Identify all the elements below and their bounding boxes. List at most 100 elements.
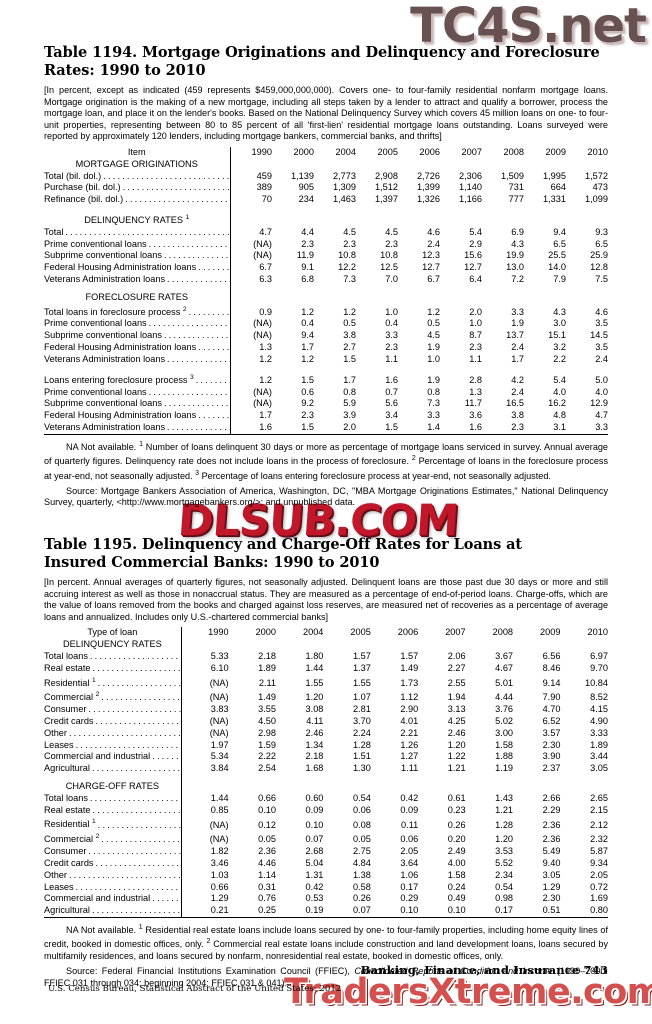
cell-2005: 1,397 xyxy=(375,194,398,205)
cell-2009: 4.70 xyxy=(542,704,561,715)
column-header-2006: 2006 xyxy=(419,146,440,157)
cell-2008: 5.02 xyxy=(495,716,514,727)
column-header-2010: 2010 xyxy=(587,627,608,638)
cell-2000: 905 xyxy=(298,182,314,193)
cell-2007: 1.1 xyxy=(469,353,482,364)
cell-2007: 1.21 xyxy=(447,763,466,774)
cell-2000: 0.10 xyxy=(258,804,277,815)
cell-2008: 0.98 xyxy=(495,893,514,904)
cell-2005: 1.1 xyxy=(385,353,398,364)
cell-2006: 12.3 xyxy=(422,250,440,261)
cell-2005: 2.81 xyxy=(352,704,371,715)
row-label: Residential 1...........................… xyxy=(44,674,182,690)
table-1195: Type of loan 1990 2000 2004 2005 2006 2007 2008… xyxy=(44,627,608,918)
cell-1990: 3.46 xyxy=(210,857,229,868)
cell-2008: 1.88 xyxy=(495,751,514,762)
table-row: Residential 1...........................… xyxy=(44,816,608,832)
cell-2004: 0.19 xyxy=(305,905,324,916)
cell-2000: 0.4 xyxy=(301,318,314,329)
table-row: Total (bil. dol.).......................… xyxy=(44,170,608,183)
row-label: Prime conventional loans................… xyxy=(44,238,231,251)
row-label: Commercial and industrial...............… xyxy=(44,751,182,764)
cell-2006: 4.5 xyxy=(427,330,440,341)
cell-2010: 4.90 xyxy=(590,716,608,727)
row-label: Credit cards............................… xyxy=(44,857,182,870)
column-header-stub: Item xyxy=(44,146,231,159)
cell-2005: 1,512 xyxy=(375,182,398,193)
row-label: Consumer................................… xyxy=(44,704,182,717)
cell-2005: 3.4 xyxy=(385,410,398,421)
cell-1990: (NA) xyxy=(209,677,229,688)
cell-2005: 1.38 xyxy=(352,869,371,880)
page-footer-source: U.S. Census Bureau, Statistical Abstract… xyxy=(48,984,342,994)
cell-2009: 0.51 xyxy=(542,905,561,916)
cell-2007: 0.61 xyxy=(447,792,466,803)
cell-2000: 1.14 xyxy=(258,869,277,880)
column-header-2009: 2009 xyxy=(540,627,561,638)
cell-2006: 0.11 xyxy=(401,819,419,830)
cell-2000: 4.50 xyxy=(258,716,277,727)
cell-1990: (NA) xyxy=(253,250,272,261)
row-label: Agricultural............................… xyxy=(44,763,182,776)
cell-2006: 1.26 xyxy=(400,739,419,750)
section-heading: MORTGAGE ORIGINATIONS xyxy=(44,158,231,171)
cell-2010: 6.5 xyxy=(595,238,608,249)
cell-1990: 70 xyxy=(261,194,272,205)
cell-2005: 0.26 xyxy=(352,893,371,904)
cell-2005: 0.4 xyxy=(385,318,398,329)
cell-2009: 16.2 xyxy=(548,398,566,409)
cell-2005: 2,908 xyxy=(375,170,398,181)
cell-2007: 2.49 xyxy=(447,846,466,857)
cell-2004: 5.9 xyxy=(343,398,356,409)
cell-2000: 9.2 xyxy=(301,398,314,409)
cell-2010: 0.80 xyxy=(590,905,608,916)
cell-2009: 3.05 xyxy=(542,869,561,880)
cell-2009: 4.3 xyxy=(553,306,566,317)
table-row: Federal Housing Administration loans....… xyxy=(44,262,608,274)
cell-2007: 0.24 xyxy=(447,881,466,892)
table-row: Total loans.............................… xyxy=(44,792,608,805)
cell-2009: 4.0 xyxy=(553,386,566,397)
cell-2004: 12.2 xyxy=(338,262,356,273)
section-spacer xyxy=(44,205,608,212)
cell-2007: 6.4 xyxy=(469,274,482,284)
cell-2010: 9.3 xyxy=(595,226,608,237)
row-label: Commercial 2............................… xyxy=(44,689,182,705)
cell-2008: 777 xyxy=(508,194,524,205)
cell-2009: 1.29 xyxy=(542,881,561,892)
cell-2000: 4.46 xyxy=(258,857,277,868)
column-header-2004: 2004 xyxy=(335,146,356,157)
cell-2008: 5.52 xyxy=(495,857,514,868)
cell-1990: (NA) xyxy=(209,692,229,703)
cell-2000: 0.31 xyxy=(258,881,277,892)
cell-2004: 1.2 xyxy=(343,306,356,317)
column-header-2009: 2009 xyxy=(545,146,566,157)
cell-2010: 1.89 xyxy=(590,739,608,750)
cell-1990: 5.34 xyxy=(210,751,229,762)
cell-2008: 3.00 xyxy=(495,727,514,738)
cell-2007: 3.6 xyxy=(469,410,482,421)
row-label: Veterans Administration loans...........… xyxy=(44,274,231,286)
row-label: Leases..................................… xyxy=(44,739,182,752)
row-label: Other...................................… xyxy=(44,727,182,740)
row-label: Credit cards............................… xyxy=(44,716,182,728)
cell-2005: 1.6 xyxy=(385,374,398,385)
table-1195-title-line2: Insured Commercial Banks: 1990 to 2010 xyxy=(44,554,380,571)
cell-2009: 14.0 xyxy=(548,262,566,273)
cell-2000: 0.25 xyxy=(258,905,277,916)
cell-1990: 0.66 xyxy=(210,881,229,892)
cell-2010: 3.5 xyxy=(595,318,608,329)
cell-2010: 4.7 xyxy=(595,410,608,421)
table-row: Veterans Administration loans...........… xyxy=(44,421,608,434)
cell-1990: 3.84 xyxy=(210,763,229,774)
section-heading-row: MORTGAGE ORIGINATIONS xyxy=(44,158,608,171)
cell-2009: 5.4 xyxy=(553,374,566,385)
cell-2010: 3.44 xyxy=(590,751,608,762)
cell-2008: 3.3 xyxy=(511,306,524,317)
cell-1990: 0.9 xyxy=(259,306,272,317)
cell-2004: 0.42 xyxy=(305,881,324,892)
table-row: Consumer................................… xyxy=(44,704,608,717)
row-label: Commercial and industrial...............… xyxy=(44,893,182,906)
cell-1990: 6.7 xyxy=(259,262,272,273)
cell-2007: 15.6 xyxy=(464,250,482,261)
